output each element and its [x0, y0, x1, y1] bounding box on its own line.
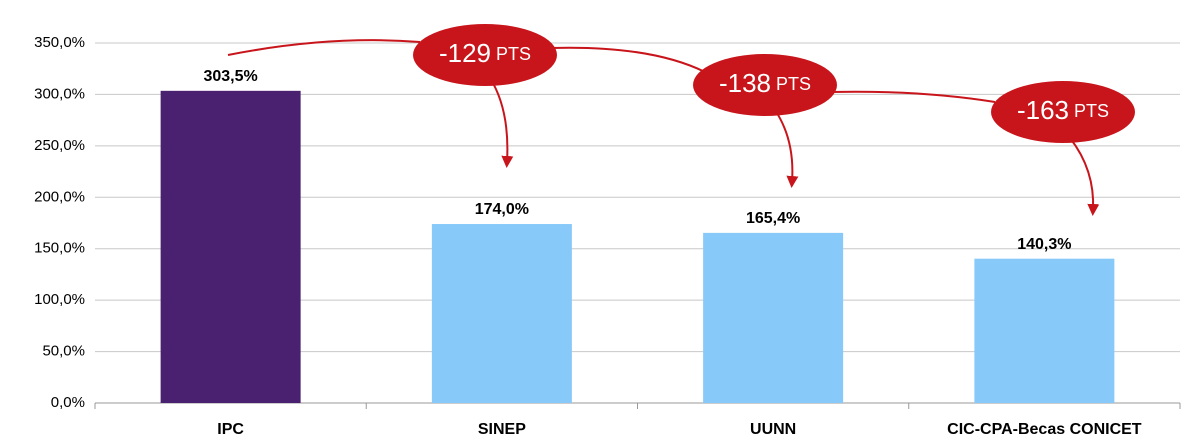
value-label: 174,0%: [475, 201, 529, 218]
connector: [829, 90, 996, 103]
annotation-bubble: [991, 81, 1135, 143]
annotation-label: -129 PTS: [439, 38, 531, 68]
y-tick-label: 50,0%: [42, 343, 85, 360]
y-tick-label: 0,0%: [51, 394, 85, 411]
annotation-value: -163: [1017, 95, 1069, 125]
connector: [227, 39, 421, 56]
y-tick-label: 250,0%: [34, 137, 85, 154]
y-tick-label: 150,0%: [34, 240, 85, 257]
connector: [549, 46, 706, 73]
value-label: 140,3%: [1017, 236, 1071, 253]
annotation-unit: PTS: [496, 44, 531, 64]
arrow: [489, 77, 514, 168]
bar: [160, 90, 301, 403]
x-tick-label: CIC-CPA-Becas CONICET: [947, 421, 1142, 438]
y-tick-label: 100,0%: [34, 291, 85, 308]
annotation-unit: PTS: [776, 74, 811, 94]
annotation-value: -138: [719, 68, 771, 98]
value-label: 303,5%: [203, 68, 257, 85]
bar: [431, 224, 572, 403]
annotation-label: -138 PTS: [719, 68, 811, 98]
annotation-bubble: [413, 24, 557, 86]
bar: [703, 232, 844, 403]
plot: 0,0% 50,0% 100,0% 150,0% 200,0% 250,0% 300,0% 3…: [34, 34, 1181, 438]
annotation-unit: PTS: [1074, 101, 1109, 121]
y-tick-label: 350,0%: [34, 34, 85, 51]
x-tick-label: SINEP: [478, 421, 526, 438]
arrow: [1069, 137, 1100, 216]
bar: [974, 258, 1115, 403]
annotation-value: -129: [439, 38, 491, 68]
arrow: [774, 109, 799, 188]
x-tick-label: IPC: [217, 421, 244, 438]
x-tick-label: UUNN: [750, 421, 796, 438]
value-label: 165,4%: [746, 210, 800, 227]
annotations: -129 PTS-138 PTS-163 PTS: [413, 24, 1135, 143]
annotation-bubble: [693, 54, 837, 116]
annotation-arrows: [227, 39, 1100, 216]
y-tick-label: 300,0%: [34, 85, 85, 102]
y-tick-label: 200,0%: [34, 188, 85, 205]
annotation-label: -163 PTS: [1017, 95, 1109, 125]
